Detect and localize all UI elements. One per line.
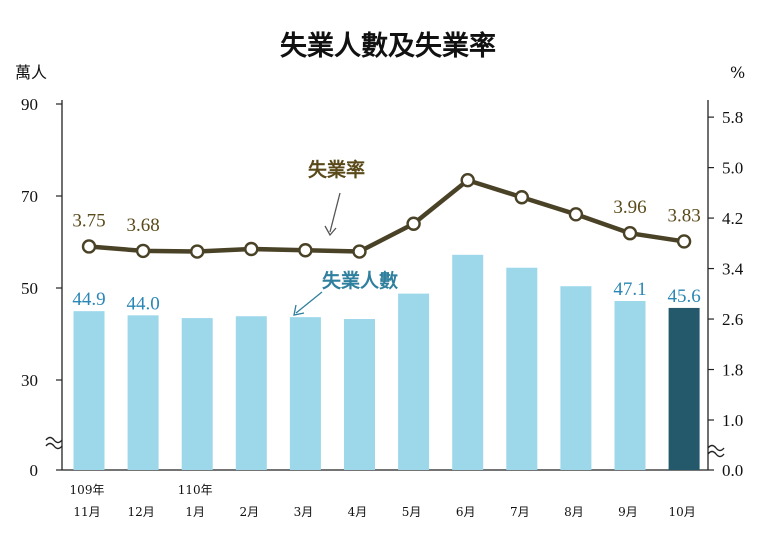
line-point	[244, 241, 259, 257]
line-value-label: 3.96	[613, 197, 646, 218]
line-point	[189, 244, 205, 259]
right-axis-tick-label: 5.0	[722, 159, 743, 178]
line-point	[676, 234, 692, 249]
x-month-label: 10月	[668, 505, 695, 519]
right-axis-unit: %	[730, 63, 745, 82]
bar-unemployed-persons	[181, 318, 213, 470]
right-axis-tick-label: 3.4	[722, 260, 744, 279]
x-month-label: 12月	[127, 505, 154, 519]
bar-unemployed-persons	[452, 254, 484, 470]
bar-unemployed-persons	[73, 311, 105, 470]
annotation-arrow-line	[329, 192, 341, 233]
line-value-label: 3.83	[667, 205, 700, 226]
right-axis-tick-label: 2.6	[722, 310, 743, 329]
left-axis-tick-label: 70	[21, 187, 38, 206]
left-axis-break-icon	[45, 436, 63, 450]
x-year-label: 109年	[70, 483, 105, 497]
line-point	[352, 244, 367, 259]
x-year-label: 110年	[178, 483, 213, 497]
right-axis-tick-label: 4.2	[722, 209, 743, 228]
bar-value-label: 47.1	[613, 279, 646, 300]
annotation-arrowhead-icon	[324, 225, 337, 237]
bar-unemployed-persons	[127, 315, 159, 470]
line-point	[135, 243, 151, 259]
bar-unemployed-persons	[668, 307, 700, 470]
bar-unemployed-persons	[560, 286, 592, 470]
right-axis-tick-label: 1.0	[722, 411, 743, 430]
x-month-label: 5月	[402, 505, 422, 519]
right-axis-tick-label: 1.8	[722, 361, 743, 380]
line-point	[460, 173, 475, 188]
left-axis-tick-label: 90	[21, 95, 38, 114]
bar-unemployed-persons	[289, 317, 321, 470]
annotation-unemployed-persons: 失業人數	[322, 269, 398, 292]
line-unemployment-rate	[88, 177, 685, 254]
x-month-label: 6月	[456, 505, 476, 519]
bar-unemployed-persons	[344, 319, 375, 470]
x-month-label: 8月	[564, 505, 584, 519]
annotation-unemployment-rate: 失業率	[308, 158, 365, 181]
right-axis-break-icon	[707, 444, 725, 458]
chart-title: 失業人數及失業率	[280, 30, 496, 62]
x-month-label: 7月	[510, 505, 530, 519]
right-axis-tick-label: 0.0	[722, 461, 743, 480]
x-month-label: 3月	[294, 505, 314, 519]
line-value-label: 3.68	[126, 215, 159, 236]
x-month-label: 4月	[348, 505, 368, 519]
line-point	[514, 190, 529, 205]
x-month-label: 2月	[239, 505, 259, 519]
x-month-label: 11月	[73, 505, 100, 519]
left-axis-unit: 萬人	[15, 63, 47, 82]
line-value-label: 3.75	[72, 210, 105, 231]
annotation-arrow-line	[295, 291, 323, 314]
bar-unemployed-persons	[614, 300, 646, 470]
left-axis-tick-label: 50	[21, 279, 38, 298]
bar-unemployed-persons	[506, 267, 538, 470]
line-point	[622, 226, 638, 241]
line-point	[298, 243, 313, 258]
left-axis-tick-label: 0	[30, 461, 39, 480]
x-month-label: 9月	[618, 505, 638, 519]
x-month-label: 1月	[185, 505, 205, 519]
bar-value-label: 44.0	[126, 293, 159, 314]
right-axis-tick-label: 5.8	[722, 108, 743, 127]
bar-value-label: 45.6	[667, 286, 700, 307]
left-axis-tick-label: 30	[21, 371, 38, 390]
line-point	[81, 239, 97, 254]
line-point	[568, 207, 584, 222]
annotation-arrowhead-icon	[293, 304, 305, 316]
line-point	[406, 216, 421, 231]
bar-value-label: 44.9	[72, 289, 105, 310]
bar-unemployed-persons	[235, 316, 267, 470]
bar-unemployed-persons	[398, 293, 430, 470]
